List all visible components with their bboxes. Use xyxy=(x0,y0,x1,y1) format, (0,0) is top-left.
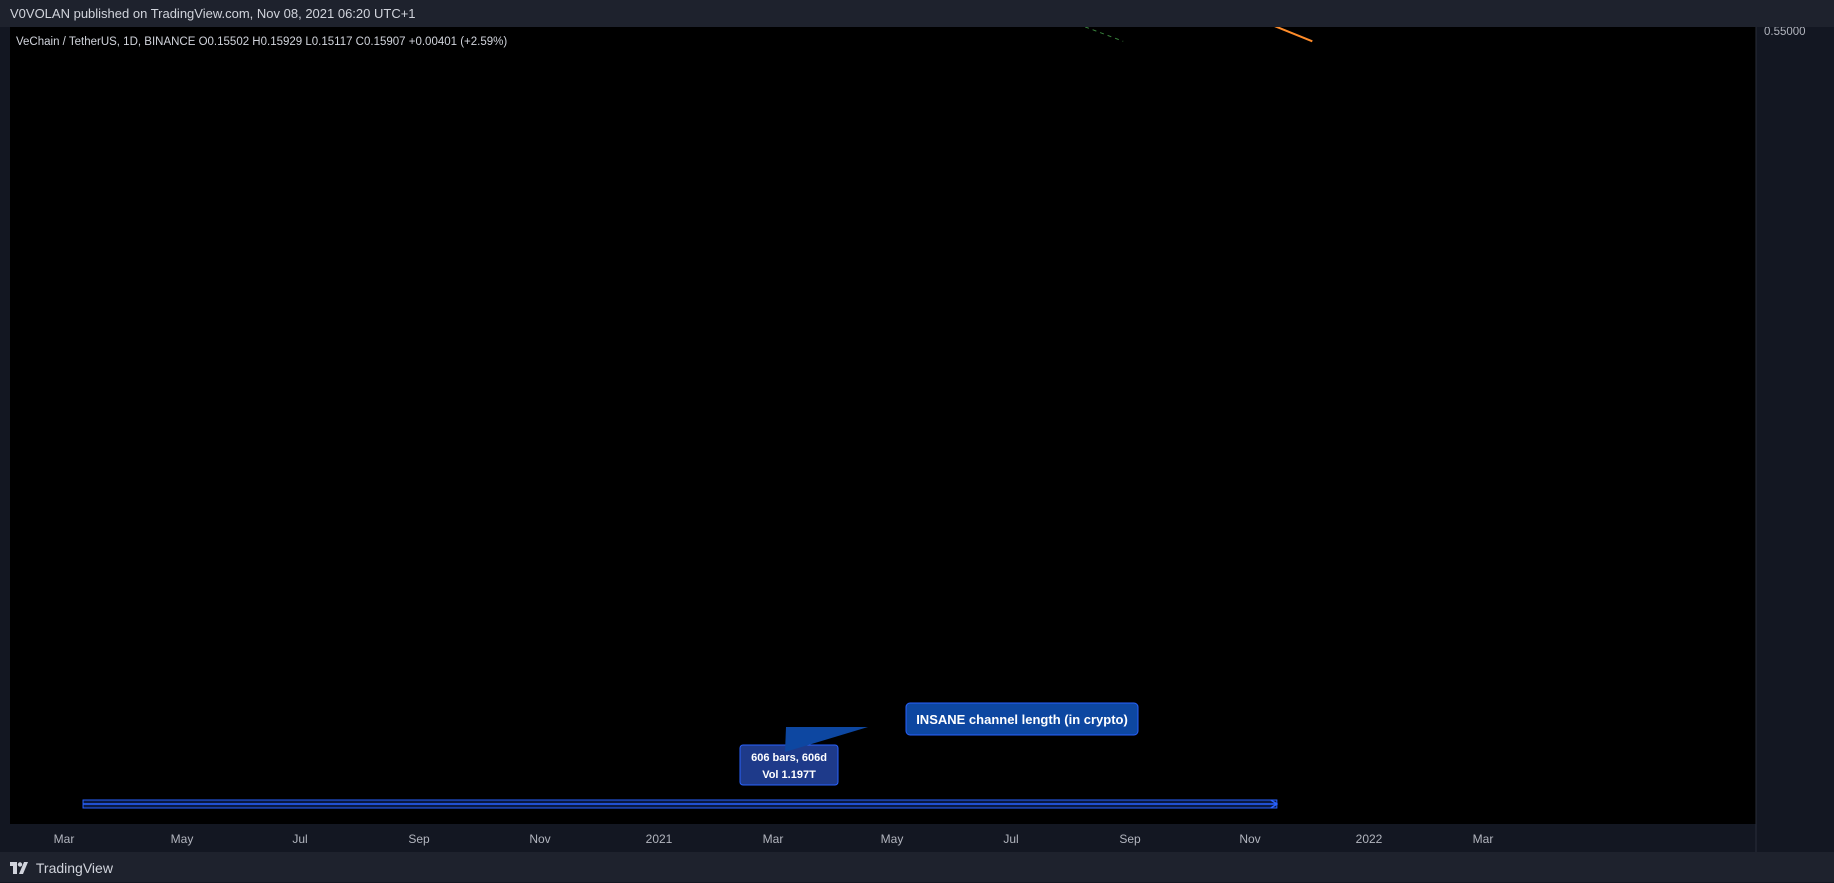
symbol-info: VeChain / TetherUS, 1D, BINANCE O0.15502… xyxy=(16,36,507,48)
callout-box[interactable] xyxy=(905,702,1139,736)
tradingview-logo-icon xyxy=(10,862,28,875)
price-tick: 0.55000 xyxy=(1764,27,1806,38)
time-tick: Sep xyxy=(408,832,430,846)
callout-text: INSANE channel length (in crypto) xyxy=(916,712,1128,727)
time-tick: May xyxy=(171,832,194,846)
range-volume-text: Vol 1.197T xyxy=(762,769,816,781)
time-tick: Nov xyxy=(1239,832,1260,846)
tradingview-brand: TradingView xyxy=(35,860,113,877)
plot-background xyxy=(10,27,1756,824)
time-tick: Mar xyxy=(1473,832,1494,846)
time-axis: Mar May Jul Sep Nov 2021 Mar May Jul Sep Nov 2022 Ma… xyxy=(54,832,1494,846)
time-tick: Mar xyxy=(763,832,784,846)
publisher-line: V0VOLAN published on TradingView.com, No… xyxy=(10,6,416,21)
annotations-layer: 606 bars, 606d Vol 1.197T INSANE channel l… xyxy=(82,702,1279,809)
price-chart[interactable]: 606 bars, 606d Vol 1.197T INSANE channel l… xyxy=(10,0,1834,852)
time-tick: Jul xyxy=(292,832,307,846)
time-tick: May xyxy=(881,832,904,846)
range-bars-text: 606 bars, 606d xyxy=(751,752,827,764)
time-tick: Sep xyxy=(1119,832,1141,846)
time-tick: Mar xyxy=(54,832,75,846)
range-measure-arrowhead xyxy=(1270,799,1279,809)
time-axis-background xyxy=(10,824,1756,852)
time-tick: Nov xyxy=(529,832,550,846)
time-tick: Jul xyxy=(1003,832,1018,846)
chart-canvas[interactable]: 606 bars, 606d Vol 1.197T INSANE channel l… xyxy=(10,0,1834,852)
callout-pointer xyxy=(785,727,868,752)
time-tick: 2022 xyxy=(1356,832,1383,846)
price-axis-background xyxy=(1756,27,1834,852)
publisher-bar: V0VOLAN published on TradingView.com, No… xyxy=(0,0,1834,27)
footer-bar: TradingView xyxy=(0,852,1834,882)
time-tick: 2021 xyxy=(646,832,673,846)
